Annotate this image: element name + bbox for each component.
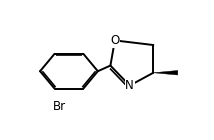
Text: N: N bbox=[125, 79, 134, 92]
Text: Br: Br bbox=[53, 100, 66, 113]
Polygon shape bbox=[153, 71, 178, 75]
Text: O: O bbox=[110, 34, 119, 47]
